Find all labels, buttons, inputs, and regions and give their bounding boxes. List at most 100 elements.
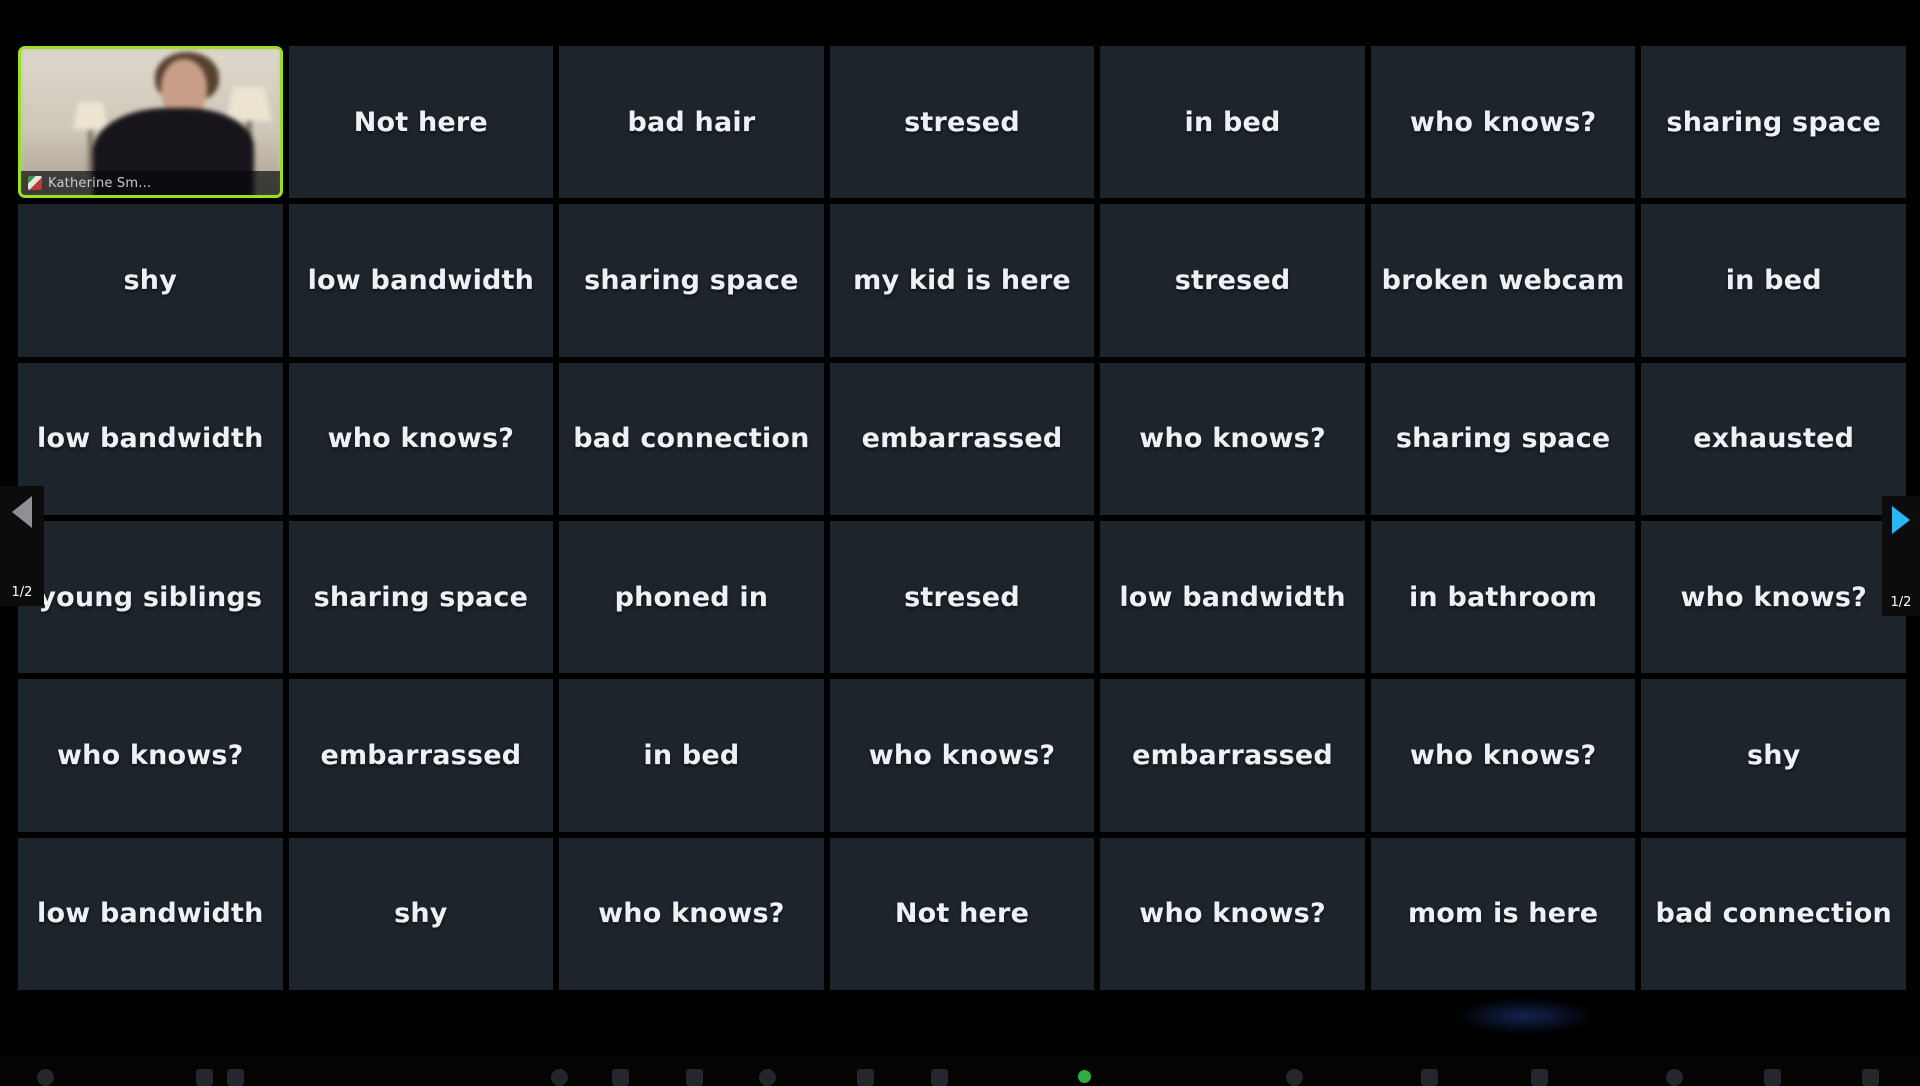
participant-tile[interactable]: embarrassed (1100, 679, 1365, 832)
participant-status-label: who knows? (1680, 581, 1867, 613)
participant-tile[interactable]: in bed (1100, 46, 1365, 199)
participant-status-label: low bandwidth (1119, 581, 1346, 613)
next-page-control[interactable]: 1/2 (1882, 496, 1920, 616)
participant-status-label: low bandwidth (37, 898, 264, 930)
participant-status-label: bad connection (1655, 898, 1892, 930)
taskbar-icon[interactable] (227, 1069, 244, 1086)
participant-tile[interactable]: in bathroom (1370, 520, 1636, 674)
participant-tile[interactable]: bad connection (1641, 837, 1906, 990)
participant-tile[interactable]: exhausted (1641, 362, 1906, 515)
participant-tile[interactable]: sharing space (1370, 362, 1636, 515)
participant-tile[interactable]: stresed (829, 46, 1095, 199)
participant-status-label: who knows? (1139, 423, 1326, 455)
participant-tile[interactable]: low bandwidth (288, 204, 554, 357)
participant-status-label: stresed (904, 581, 1020, 613)
participant-status-label: phoned in (614, 581, 769, 613)
lamp-left (72, 101, 109, 176)
participant-tile[interactable]: in bed (559, 679, 824, 832)
participant-tile[interactable]: sharing space (1641, 46, 1906, 199)
participant-tile[interactable]: stresed (1100, 204, 1365, 357)
participant-status-label: who knows? (598, 898, 785, 930)
screen-glare-artifact (1455, 998, 1595, 1034)
participant-tile[interactable]: who knows? (1100, 837, 1365, 990)
participant-tile[interactable]: stresed (829, 520, 1095, 674)
participant-tile[interactable]: sharing space (559, 204, 824, 357)
participant-status-label: low bandwidth (307, 264, 535, 296)
participant-tile[interactable]: who knows? (18, 679, 283, 832)
participant-status-label: in bed (1725, 264, 1822, 296)
participant-tile[interactable]: bad hair (559, 46, 824, 199)
next-page-arrow-icon[interactable] (1892, 506, 1910, 534)
participant-tile[interactable]: shy (18, 204, 283, 357)
taskbar-icon[interactable] (857, 1069, 874, 1086)
taskbar-icon[interactable] (686, 1069, 703, 1086)
participant-tile[interactable]: embarrassed (829, 362, 1095, 515)
taskbar-icon[interactable] (196, 1069, 213, 1086)
participant-tile[interactable]: my kid is here (829, 204, 1095, 357)
participant-status-label: embarrassed (1132, 739, 1333, 771)
participant-tile[interactable]: embarrassed (288, 679, 554, 832)
participant-status-label: young siblings (38, 581, 263, 613)
taskbar-icon[interactable] (551, 1069, 568, 1086)
taskbar-icon[interactable] (759, 1069, 776, 1086)
participant-status-label: shy (394, 898, 448, 930)
participant-tile[interactable]: who knows? (1370, 679, 1636, 832)
participant-tile[interactable]: mom is here (1370, 837, 1636, 990)
participant-tile[interactable]: low bandwidth (18, 837, 283, 990)
participant-tile[interactable]: bad connection (559, 362, 824, 515)
participant-tile[interactable]: Not here (829, 837, 1095, 990)
participant-status-label: in bed (643, 739, 740, 771)
participant-tile[interactable]: low bandwidth (1100, 520, 1365, 674)
participant-status-label: my kid is here (853, 264, 1071, 296)
participant-tile[interactable]: broken webcam (1370, 204, 1636, 357)
participant-status-label: embarrassed (320, 739, 522, 771)
participant-status-label: exhausted (1693, 423, 1855, 455)
participant-tile[interactable]: low bandwidth (18, 362, 283, 515)
participant-tile[interactable]: phoned in (559, 520, 824, 674)
previous-page-arrow-icon[interactable] (12, 496, 32, 528)
participant-status-label: low bandwidth (37, 423, 264, 455)
participant-name-label: Katherine Sm... (48, 175, 152, 191)
taskbar-status-dot (1078, 1070, 1091, 1083)
participant-tile[interactable]: in bed (1641, 204, 1906, 357)
taskbar-icon[interactable] (1764, 1069, 1781, 1086)
taskbar-icon[interactable] (1421, 1069, 1438, 1086)
participant-tile[interactable]: sharing space (288, 520, 554, 674)
participant-status-label: sharing space (584, 264, 799, 296)
participant-tile[interactable]: who knows? (1641, 520, 1906, 674)
participant-tile[interactable]: who knows? (559, 837, 824, 990)
participant-status-label: stresed (1174, 264, 1291, 296)
taskbar-icon[interactable] (37, 1069, 54, 1086)
participant-status-label: sharing space (313, 581, 529, 613)
page-indicator-left: 1/2 (11, 585, 33, 600)
participant-tile[interactable]: who knows? (1370, 46, 1636, 199)
participant-tile[interactable]: who knows? (829, 679, 1095, 832)
participant-status-label: broken webcam (1381, 264, 1625, 296)
participant-tile[interactable]: who knows? (288, 362, 554, 515)
participant-status-label: who knows? (1409, 106, 1597, 138)
participant-tile[interactable]: Not here (288, 46, 554, 199)
participant-tile[interactable]: shy (1641, 679, 1906, 832)
participant-status-label: shy (1746, 739, 1801, 771)
taskbar-icon[interactable] (612, 1069, 629, 1086)
active-speaker-video-tile[interactable]: Katherine Sm... (18, 46, 283, 199)
participant-status-label: in bed (1184, 106, 1281, 138)
participant-status-label: mom is here (1407, 898, 1599, 930)
participant-status-label: bad hair (627, 106, 756, 138)
participant-tile[interactable]: shy (288, 837, 554, 990)
participant-status-label: bad connection (573, 423, 810, 455)
page-indicator-right: 1/2 (1890, 595, 1912, 610)
taskbar-icon[interactable] (931, 1069, 948, 1086)
taskbar-icon[interactable] (1286, 1069, 1303, 1086)
participant-name-bar: Katherine Sm... (21, 171, 280, 196)
participant-status-label: who knows? (868, 739, 1056, 771)
participant-flag-icon (28, 176, 42, 191)
participant-tile[interactable]: who knows? (1100, 362, 1365, 515)
taskbar-icon[interactable] (1862, 1069, 1879, 1086)
taskbar-icon[interactable] (1666, 1069, 1683, 1086)
participant-tile[interactable]: young siblings (18, 520, 283, 674)
previous-page-control[interactable]: 1/2 (0, 486, 44, 606)
participant-status-label: who knows? (57, 739, 244, 771)
taskbar-icon[interactable] (1531, 1069, 1548, 1086)
participant-status-label: who knows? (1139, 898, 1326, 930)
